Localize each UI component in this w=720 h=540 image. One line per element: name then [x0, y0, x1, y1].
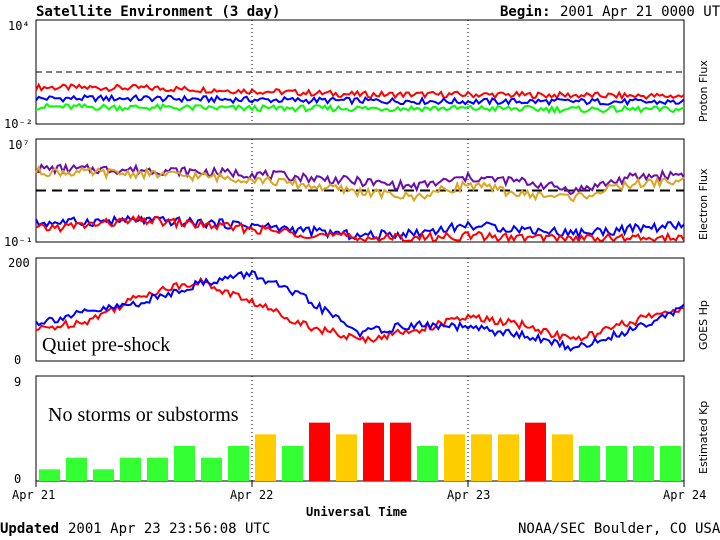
kp-bar-5 [174, 446, 195, 481]
kp-bar-19 [552, 434, 573, 481]
kp-bar-1 [66, 457, 87, 481]
kp-bar-6 [201, 457, 222, 481]
quiet-pre-shock-annotation: Quiet pre-shock [42, 334, 171, 356]
p1-ytick-top: 10⁴ [8, 19, 30, 33]
series-3-blue [35, 270, 685, 353]
chart-title: Satellite Environment (3 day) [36, 4, 281, 20]
no-storms-annotation: No storms or substorms [48, 404, 239, 426]
kp-bar-8 [255, 434, 276, 481]
p4-ytick-top: 9 [14, 375, 22, 389]
updated-value: 2001 Apr 23 23:56:08 UTC [68, 521, 271, 537]
electron-flux-label: Electron Flux [697, 168, 710, 240]
p3-ytick-bottom: 0 [14, 353, 22, 367]
kp-bar-10 [309, 422, 330, 481]
kp-bar-12 [363, 422, 384, 481]
series-1-green [35, 102, 685, 115]
p4-ytick-bottom: 0 [14, 472, 22, 486]
p3-ytick-top: 200 [8, 256, 30, 270]
kp-bar-0 [39, 469, 60, 481]
p2-ytick-bottom: 10⁻¹ [4, 235, 33, 249]
kp-bar-16 [471, 434, 492, 481]
kp-bar-18 [525, 422, 546, 481]
xtick-apr24: Apr 24 [663, 488, 707, 502]
kp-bar-22 [633, 446, 654, 481]
proton-flux-label: Proton Flux [697, 60, 710, 122]
goes-hp-label: GOES Hp [697, 300, 710, 350]
kp-bar-3 [120, 457, 141, 481]
series-2-blue [35, 214, 685, 241]
series-2-gold [35, 164, 685, 203]
kp-bar-7 [228, 446, 249, 481]
kp-bar-4 [147, 457, 168, 481]
kp-bar-20 [579, 446, 600, 481]
kp-bar-13 [390, 422, 411, 481]
kp-bar-2 [93, 469, 114, 481]
series-1-red [35, 82, 685, 101]
credit-text: NOAA/SEC Boulder, CO USA [518, 521, 720, 537]
kp-bar-15 [444, 434, 465, 481]
series-2-red [35, 214, 685, 244]
kp-bar-14 [417, 446, 438, 481]
p1-ytick-bottom: 10⁻² [4, 117, 33, 131]
xtick-apr21: Apr 21 [12, 488, 56, 502]
kp-bar-21 [606, 446, 627, 481]
kp-bar-9 [282, 446, 303, 481]
series-2-purple [35, 162, 685, 196]
x-axis-label: Universal Time [306, 505, 408, 519]
panel-frame-3 [35, 257, 685, 362]
p2-ytick-top: 10⁷ [8, 138, 30, 152]
xtick-apr23: Apr 23 [447, 488, 491, 502]
xtick-apr22: Apr 22 [230, 488, 274, 502]
kp-bar-23 [660, 446, 681, 481]
begin-label: Begin: [500, 4, 551, 20]
series-1-blue [35, 93, 685, 107]
kp-bar-17 [498, 434, 519, 481]
updated-label: Updated [0, 521, 60, 537]
panel-frame-4 [35, 375, 685, 482]
series-3-red [35, 276, 685, 345]
kp-bar-11 [336, 434, 357, 481]
begin-value: 2001 Apr 21 0000 UTC [560, 4, 720, 20]
estimated-kp-label: Estimated Kp [697, 400, 710, 474]
